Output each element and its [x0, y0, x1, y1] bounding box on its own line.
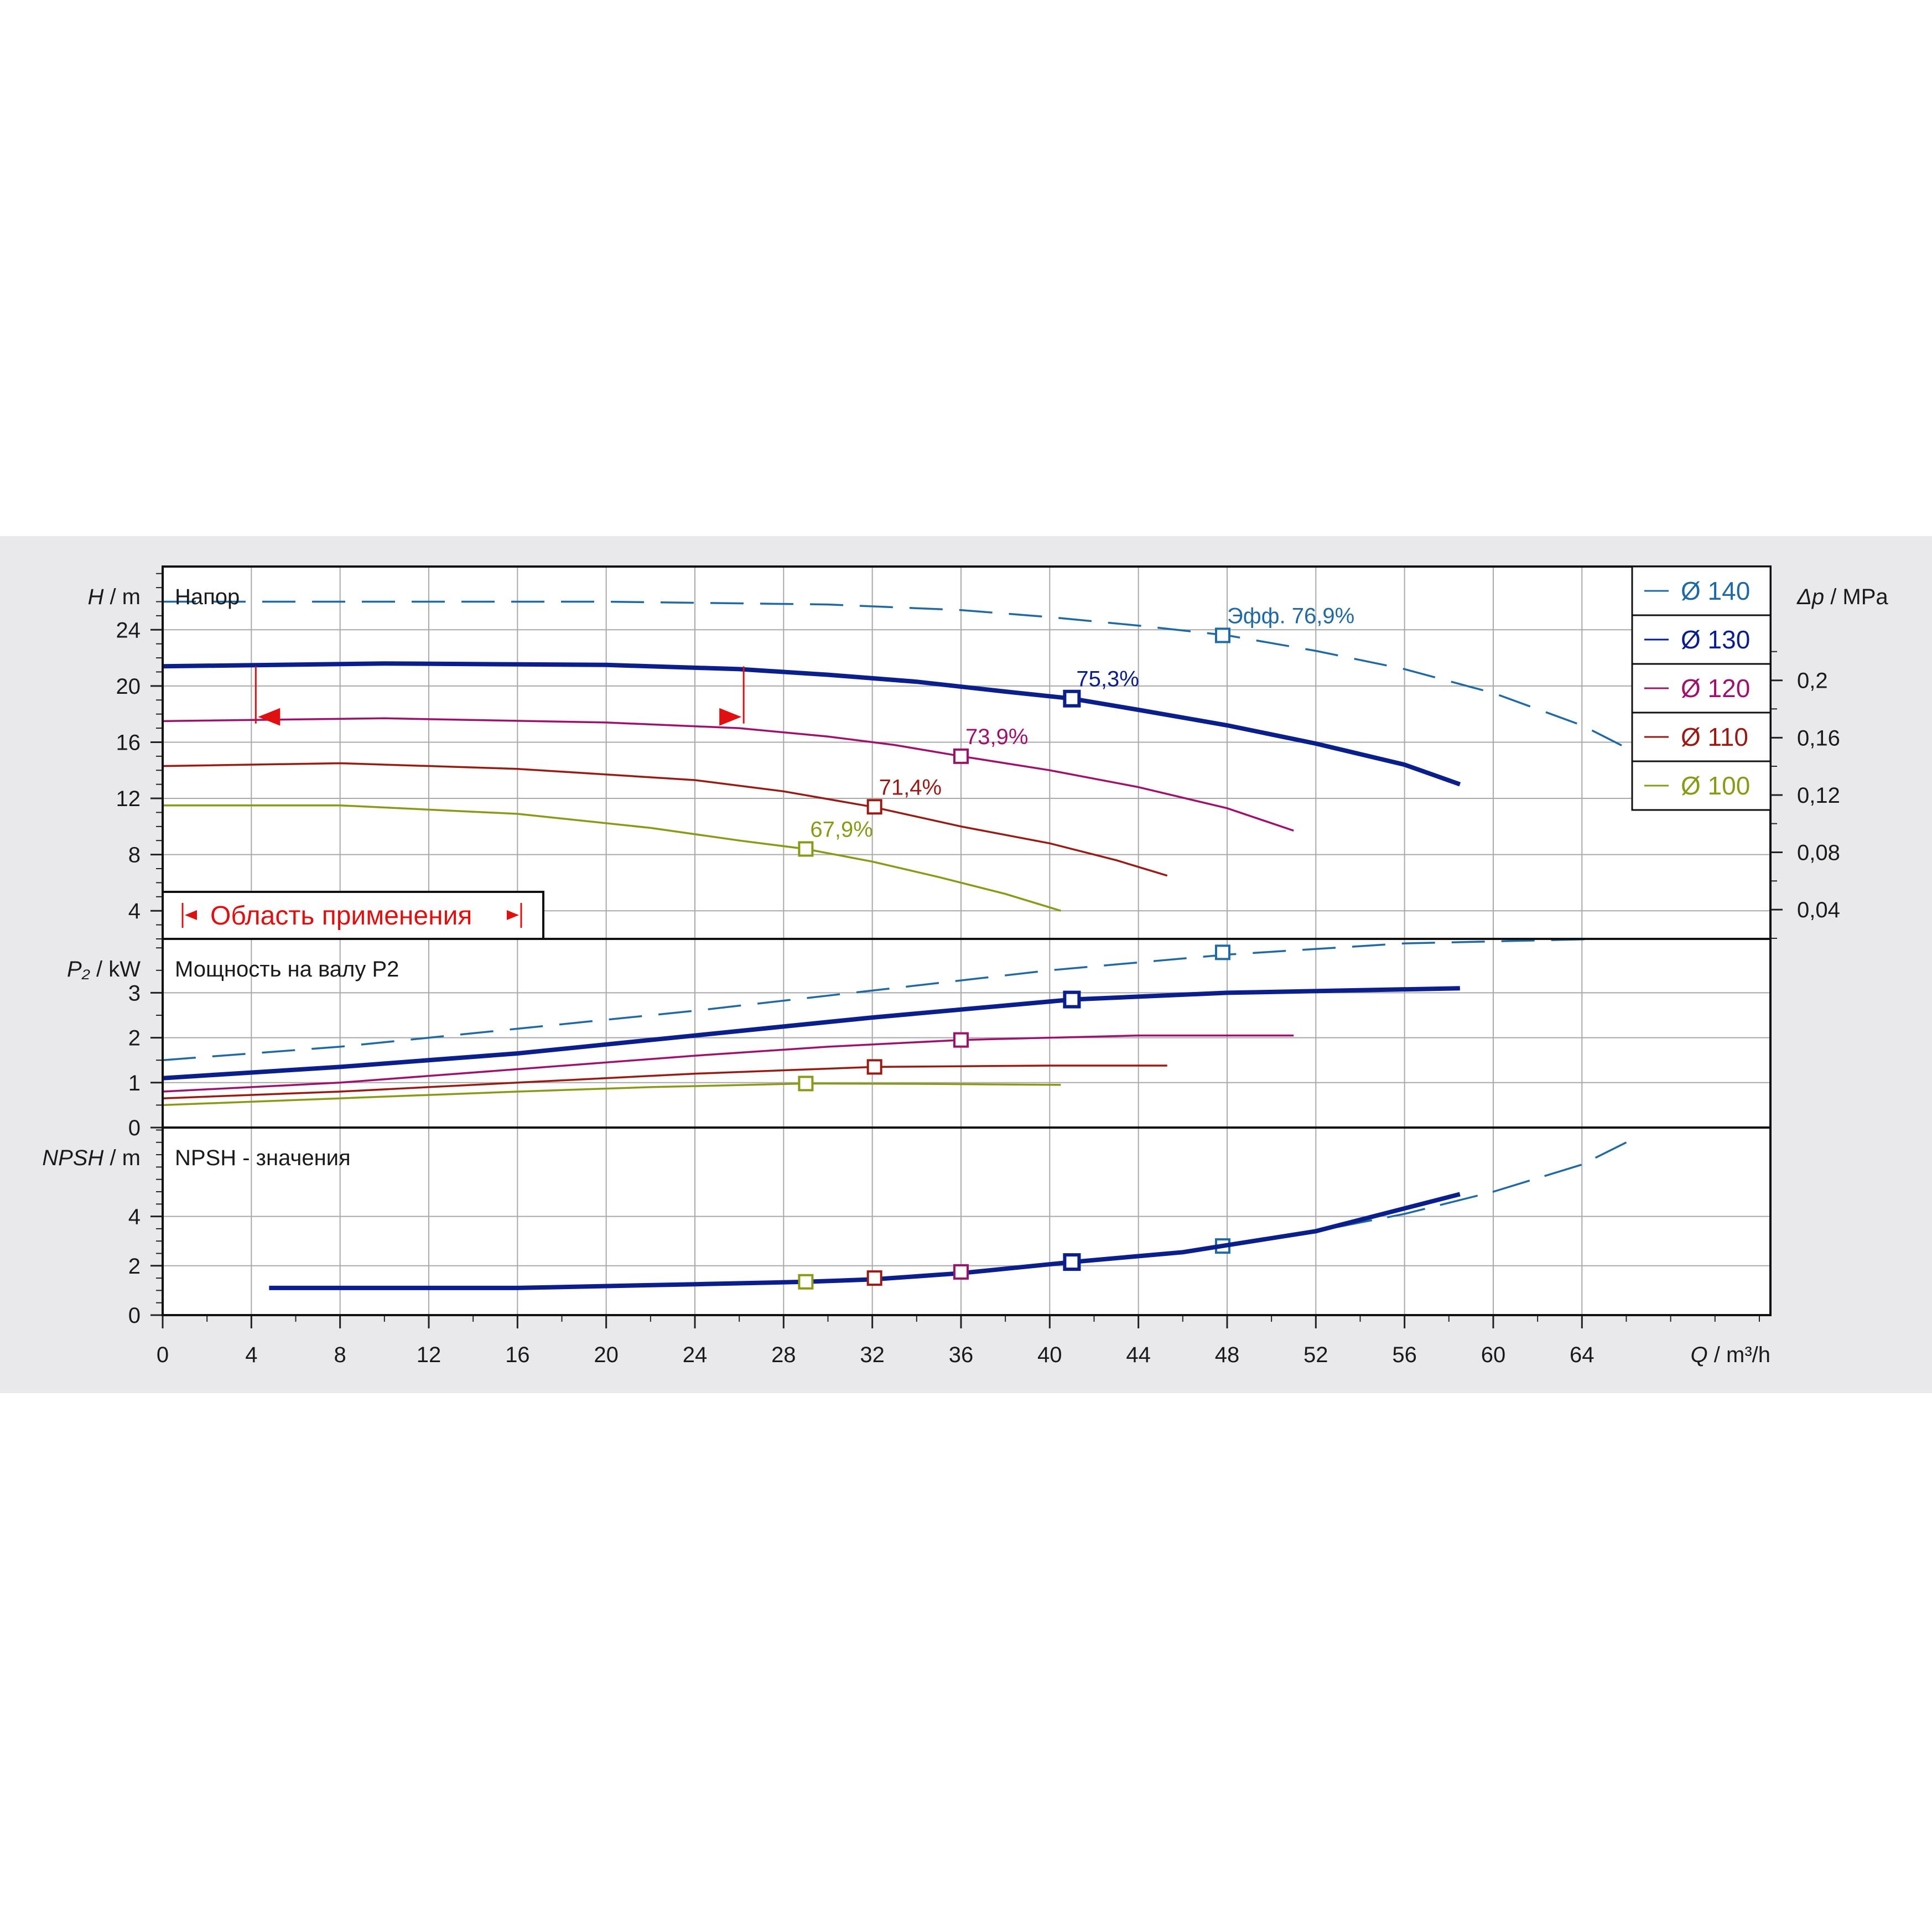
series-line-power	[162, 1034, 1294, 1093]
series-line-power	[162, 938, 1604, 1061]
x-tick-label: 24	[683, 1343, 708, 1367]
bep-marker-npsh	[953, 1264, 969, 1280]
y2-axis-title: Δp / MPa	[1796, 585, 1888, 609]
bep-marker-power	[1063, 990, 1081, 1009]
x-tick-label: 8	[334, 1343, 346, 1367]
efficiency-label: 73,9%	[965, 725, 1028, 749]
grid-layer	[150, 567, 1783, 1328]
y-tick-label-power: 1	[128, 1071, 141, 1095]
y2-tick-label: 0,16	[1797, 726, 1840, 750]
legend-label: Ø 110	[1681, 723, 1748, 751]
y-tick-label-power: 2	[128, 1026, 141, 1051]
application-area-right-arrow	[719, 708, 742, 726]
y-tick-label-power: 0	[128, 1116, 141, 1140]
panel-frame-npsh	[162, 1126, 1772, 1316]
panel-title-head: Напор	[175, 585, 240, 609]
y-tick-label-head: 12	[116, 787, 141, 811]
x-tick-label: 60	[1481, 1343, 1506, 1367]
bep-marker-power	[1214, 944, 1230, 960]
x-tick-label: 64	[1570, 1343, 1595, 1367]
y-tick-label-head: 16	[116, 730, 141, 755]
y-tick-label-head: 24	[116, 618, 141, 642]
x-tick-label: 16	[505, 1343, 530, 1367]
bep-marker-power	[866, 1059, 882, 1075]
efficiency-label: 75,3%	[1076, 667, 1139, 692]
application-area-legend-box	[162, 891, 544, 940]
bep-marker-power	[953, 1032, 969, 1048]
x-tick-label: 0	[157, 1343, 169, 1367]
legend-label: Ø 120	[1681, 674, 1750, 703]
series-line-npsh	[269, 1192, 1461, 1290]
panel-title-npsh: NPSH - значения	[175, 1146, 351, 1170]
y-axis-title-head: H / m	[87, 585, 141, 609]
pump-curve-chart-panel: 0 4 8 12 16 20 24 28 32 36 40 44 48 52 56 60 64 Q / m³/h 4…	[0, 536, 1932, 1393]
x-tick-label: 28	[771, 1343, 796, 1367]
y-tick-label-head: 20	[116, 674, 141, 699]
legend-label: Ø 100	[1681, 771, 1750, 800]
series-line-power	[162, 1082, 1061, 1107]
y-tick-label-head: 8	[128, 843, 141, 868]
bep-marker-head	[866, 799, 882, 815]
x-tick-label: 40	[1037, 1343, 1062, 1367]
efficiency-label: 71,4%	[879, 775, 942, 799]
efficiency-label: Эфф. 76,9%	[1227, 604, 1354, 628]
bep-marker-npsh	[866, 1270, 882, 1286]
legend-label: Ø 140	[1681, 577, 1750, 605]
y2-tick-label: 0,08	[1797, 841, 1840, 865]
x-tick-label: 56	[1392, 1343, 1417, 1367]
series-layer	[162, 600, 1627, 1290]
x-tick-label: 4	[245, 1343, 257, 1367]
legend-label: Ø 130	[1681, 625, 1750, 654]
area-legend-left-arrow	[185, 910, 197, 920]
y2-tick-label: 0,04	[1797, 898, 1840, 922]
area-legend-right-arrow	[507, 910, 519, 920]
series-line-power	[162, 986, 1460, 1081]
legend-layer: Ø 140 Ø 130 Ø 120 Ø 110 Ø 100	[1631, 565, 1772, 811]
series-line-head	[163, 804, 1061, 912]
series-line-head	[162, 661, 1461, 787]
y-axis-title-power: P₂ / kW	[67, 957, 141, 981]
series-line-head	[162, 762, 1168, 877]
x-tick-label: 32	[860, 1343, 885, 1367]
application-area-layer: Область применения	[162, 666, 745, 940]
pump-curve-chart: 0 4 8 12 16 20 24 28 32 36 40 44 48 52 56 60 64 Q / m³/h4…	[42, 565, 1888, 1367]
series-line-power	[162, 1064, 1167, 1099]
y-tick-label-head: 4	[128, 899, 141, 923]
bep-marker-npsh	[798, 1274, 814, 1290]
efficiency-label: 67,9%	[810, 817, 872, 842]
x-tick-label: 20	[594, 1343, 619, 1367]
application-area-left-arrow	[258, 708, 281, 726]
y2-tick-label: 0,2	[1797, 669, 1828, 693]
panel-title-power: Мощность на валу P2	[175, 957, 399, 981]
bep-marker-power	[798, 1076, 814, 1092]
legend-item	[1631, 711, 1772, 762]
y-axis-title-npsh: NPSH / m	[42, 1146, 141, 1170]
x-tick-label: 36	[949, 1343, 974, 1367]
labels-layer: 0 4 8 12 16 20 24 28 32 36 40 44 48 52 56 60 64 Q / m³/h4…	[42, 585, 1888, 1367]
y-tick-label-npsh: 0	[128, 1303, 141, 1328]
x-tick-label: 52	[1303, 1343, 1328, 1367]
y-tick-label-npsh: 2	[128, 1254, 141, 1279]
y-tick-label-npsh: 4	[128, 1205, 141, 1229]
series-line-head	[162, 717, 1294, 832]
bep-marker-head	[953, 748, 969, 764]
bep-marker-npsh	[1063, 1253, 1081, 1271]
x-tick-label: 48	[1215, 1343, 1240, 1367]
x-tick-label: 12	[417, 1343, 442, 1367]
bep-marker-head	[1063, 689, 1081, 708]
y2-tick-label: 0,12	[1797, 783, 1840, 808]
x-tick-label: 44	[1126, 1343, 1151, 1367]
x-axis-title: Q / m³/h	[1691, 1343, 1770, 1367]
bep-marker-head	[798, 841, 814, 857]
bep-marker-head	[1214, 627, 1230, 643]
application-area-label: Область применения	[210, 901, 472, 931]
series-line-head	[163, 600, 1627, 749]
y-tick-label-power: 3	[128, 981, 141, 1005]
